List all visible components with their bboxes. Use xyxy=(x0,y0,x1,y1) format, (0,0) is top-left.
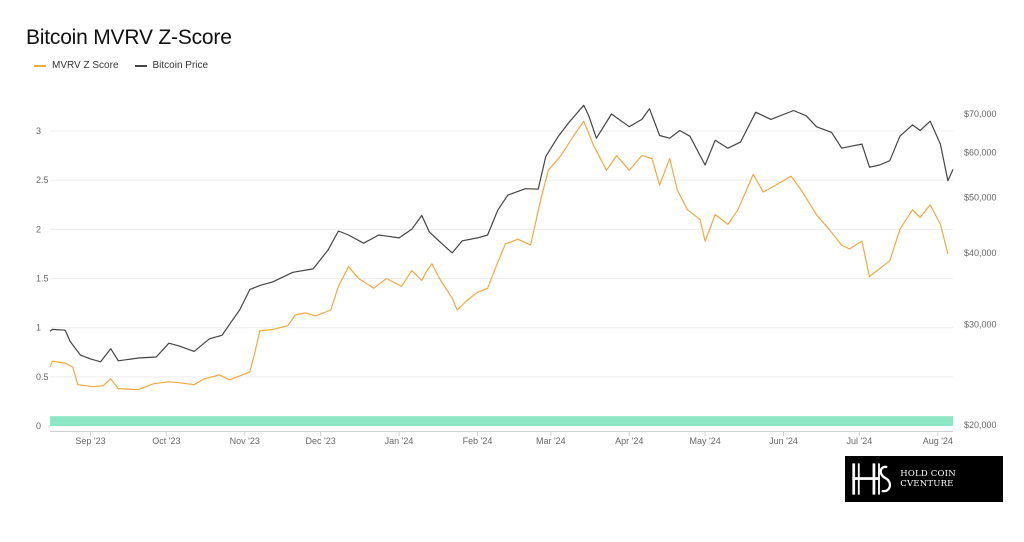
y-right-tick-label: $40,000 xyxy=(964,248,997,258)
x-tick-label: Nov '23 xyxy=(230,436,260,446)
x-tick-label: Jul '24 xyxy=(847,436,873,446)
y-left-tick-label: 3 xyxy=(36,126,41,136)
x-tick-label: Jan '24 xyxy=(385,436,414,446)
mvrv-z-score-line xyxy=(49,120,949,391)
y-right-tick-label: $60,000 xyxy=(964,147,997,157)
y-right-tick-label: $30,000 xyxy=(964,319,997,329)
x-tick-label: Dec '23 xyxy=(306,436,336,446)
x-tick-label: Feb '24 xyxy=(463,436,493,446)
legend-swatch-mvrv xyxy=(34,64,46,67)
x-tick-label: Oct '23 xyxy=(152,436,180,446)
legend-label-mvrv: MVRV Z Score xyxy=(52,60,119,71)
zone-band xyxy=(50,416,953,426)
y-left-tick-label: 0 xyxy=(36,421,41,431)
x-tick-label: Aug '24 xyxy=(923,436,953,446)
legend-item-price[interactable]: Bitcoin Price xyxy=(134,60,209,71)
y-left-tick-label: 1 xyxy=(36,323,41,333)
x-tick-label: Mar '24 xyxy=(536,436,566,446)
x-tick-label: Sep '23 xyxy=(75,436,105,446)
legend-swatch-price xyxy=(134,64,147,67)
legend-item-mvrv[interactable]: MVRV Z Score xyxy=(34,60,119,71)
x-tick-label: Apr '24 xyxy=(615,436,643,446)
legend-label-price: Bitcoin Price xyxy=(152,60,209,71)
y-left-tick-label: 2.5 xyxy=(36,175,49,185)
legend: MVRV Z Score Bitcoin Price xyxy=(34,60,208,71)
logo-badge: HOLD COIN CVENTURE xyxy=(845,456,1003,502)
y-left-tick-label: 1.5 xyxy=(36,274,49,284)
y-left-tick-label: 2 xyxy=(36,224,41,234)
hs-monogram-icon xyxy=(852,463,892,495)
y-right-tick-label: $50,000 xyxy=(964,193,997,203)
x-tick-label: May '24 xyxy=(690,436,721,446)
y-right-tick-label: $70,000 xyxy=(964,109,997,119)
y-right-tick-label: $20,000 xyxy=(964,420,997,430)
bitcoin-price-line xyxy=(49,104,954,363)
logo-text: HOLD COIN CVENTURE xyxy=(900,469,956,489)
x-tick-label: Jun '24 xyxy=(769,436,798,446)
y-left-tick-label: 0.5 xyxy=(36,372,49,382)
chart-title: Bitcoin MVRV Z-Score xyxy=(26,26,232,49)
